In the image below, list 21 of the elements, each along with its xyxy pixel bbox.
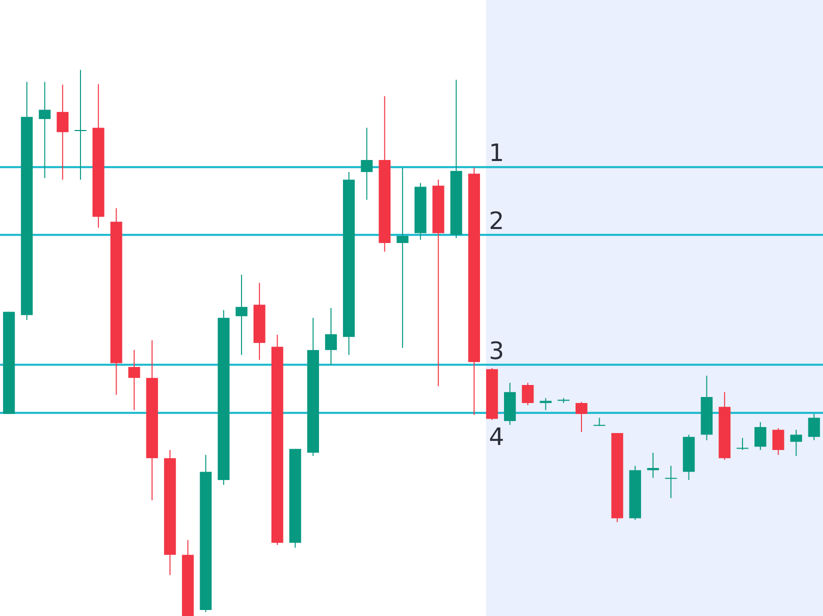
candlestick [522, 382, 534, 406]
candlestick [647, 452, 659, 478]
candlestick [236, 274, 248, 356]
candlestick [665, 465, 677, 499]
annotation: 2 [488, 206, 504, 235]
annotation: 3 [488, 336, 504, 365]
candlestick [74, 69, 86, 180]
candlestick [325, 308, 337, 366]
candlestick [38, 81, 51, 179]
candlestick [754, 422, 766, 450]
candlestick [396, 167, 408, 348]
candlestick [360, 127, 373, 200]
candlestick [576, 401, 588, 432]
candlestick [56, 84, 69, 180]
candlestick [808, 413, 820, 441]
annotation: 4 [488, 422, 504, 451]
candlestick [790, 429, 802, 456]
candlestick [772, 428, 784, 456]
candlestick [736, 437, 748, 450]
annotation: 1 [488, 139, 504, 168]
candlestick [128, 350, 140, 411]
